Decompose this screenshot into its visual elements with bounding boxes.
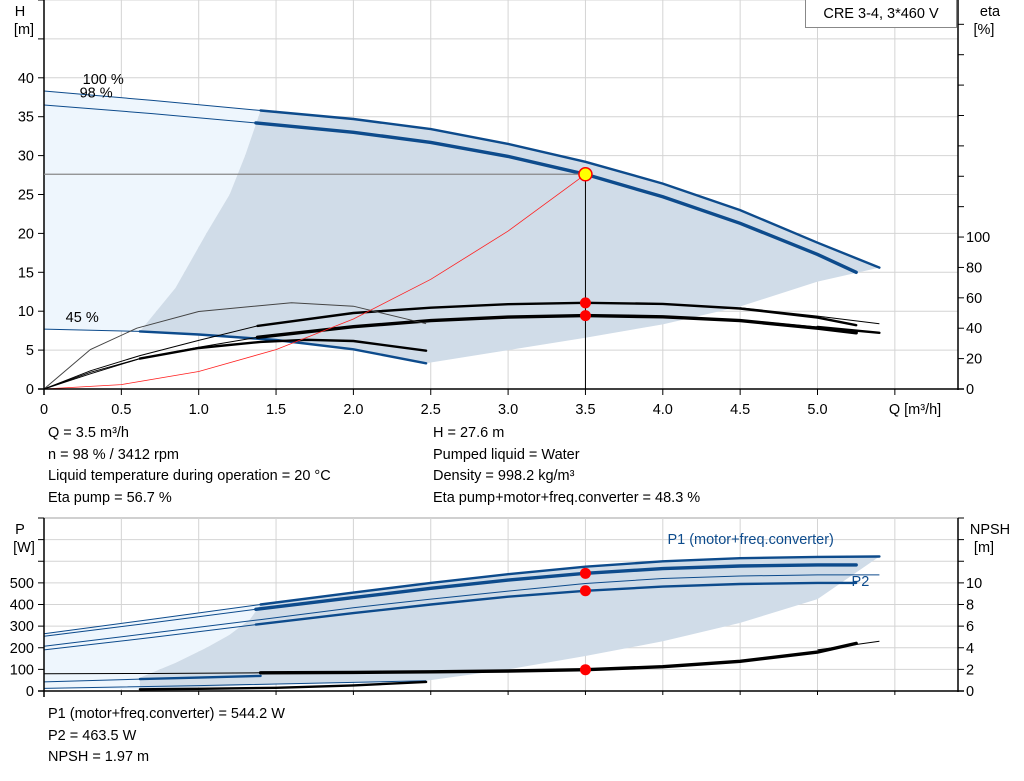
y-tick-label: 20 [18,226,34,242]
result-p1: P1 (motor+freq.converter) = 544.2 W [48,706,285,722]
x-tick-label: 4.0 [653,402,673,418]
series-line-operating-0 [259,109,881,269]
x-tick-label: 5.0 [807,402,827,418]
result-speed: n = 98 % / 3412 rpm [48,447,179,463]
series-line-operating-0 [259,555,881,606]
x-tick-label: 2.5 [421,402,441,418]
result-flow: Q = 3.5 m³/h [48,425,129,441]
eta-total-duty-dot [579,310,591,322]
y2-tick-label: 40 [966,321,982,337]
series-line-operating-6 [816,325,881,334]
x-axis-label: Q [m³/h] [889,402,941,418]
y-tick-label: 300 [10,619,34,635]
y2-axis-label-unit: [m] [974,540,994,556]
y-tick-label: 10 [18,304,34,320]
p1-curve-label: P1 (motor+freq.converter) [667,532,833,548]
y2-axis-label-name: eta [980,4,1001,20]
x-tick-label: 0 [40,402,48,418]
x-tick-label: 0.5 [111,402,131,418]
series-line-7 [43,302,427,390]
full-range-area [44,604,261,690]
p2-duty-dot [579,585,591,597]
y2-tick-label: 0 [966,684,974,700]
result-liquid: Pumped liquid = Water [433,447,580,463]
p2-curve-label: P2 [852,574,870,590]
x-tick-label: 1.0 [189,402,209,418]
y2-tick-label: 8 [966,598,974,614]
y2-tick-label: 4 [966,641,974,657]
eta-pump-duty-dot [579,297,591,309]
npsh-duty-dot [579,664,591,676]
y-tick-label: 35 [18,110,34,126]
result-npsh: NPSH = 1.97 m [48,749,150,765]
x-tick-label: 3.0 [498,402,518,418]
x-tick-label: 4.5 [730,402,750,418]
x-tick-label: 1.5 [266,402,286,418]
y2-axis-label-name: NPSH [970,522,1010,538]
result-eta-total: Eta pump+motor+freq.converter = 48.3 % [433,490,701,506]
speed-label: 98 % [80,85,113,101]
y-tick-label: 200 [10,641,34,657]
series-line-operating-6 [138,680,428,691]
x-tick-label: 3.5 [575,402,595,418]
y2-tick-label: 10 [966,576,982,592]
p1-duty-dot [579,567,591,579]
series-line-operating-2 [138,330,428,365]
y2-tick-label: 20 [966,352,982,368]
series-line-8 [817,640,880,651]
y2-tick-label: 80 [966,260,982,276]
y-axis-label-name: P [15,522,25,538]
y-tick-label: 0 [26,684,34,700]
y2-tick-label: 100 [966,230,990,246]
result-p2: P2 = 463.5 W [48,728,137,744]
x-tick-label: 2.0 [343,402,363,418]
y2-tick-label: 60 [966,291,982,307]
series-line-operating-4 [138,674,262,681]
series-line-5 [43,680,427,689]
result-eta-pump: Eta pump = 56.7 % [48,490,172,506]
speed-label: 45 % [66,310,99,326]
y-tick-label: 500 [10,576,34,592]
series-line-operating-8 [138,338,428,360]
y-tick-label: 400 [10,598,34,614]
y-axis-label-unit: [m] [14,22,34,38]
result-temperature: Liquid temperature during operation = 20… [48,468,331,484]
y-tick-label: 40 [18,71,34,87]
y-tick-label: 5 [26,343,34,359]
y2-tick-label: 0 [966,382,974,398]
y-tick-label: 0 [26,382,34,398]
operating-range-area [139,110,880,364]
chart-panel-0: 0 5 10 15 20 25 30 35 40 0 20 40 60 80 100 H [m] eta [%] 0 0… [14,0,1001,418]
series-line-2 [43,574,880,647]
result-density: Density = 998.2 kg/m³ [433,468,575,484]
y-axis-label-unit: [W] [13,540,35,556]
series-line-9 [43,173,586,390]
y-tick-label: 15 [18,265,34,281]
duty-point-marker [578,167,593,182]
result-head: H = 27.6 m [433,425,505,441]
operating-range-area [139,556,880,690]
y2-tick-label: 2 [966,662,974,678]
chart-panel-1: 0 100 200 300 400 500 0 2 4 6 8 10 P [W] NPSH [m] P1 (mo… [10,517,1010,700]
y-tick-label: 25 [18,188,34,204]
y-axis-label-name: H [15,4,25,20]
y2-tick-label: 6 [966,619,974,635]
pump-model-legend: CRE 3-4, 3*460 V [805,0,957,28]
speed-label: 100 % [83,72,124,88]
full-range-area [44,91,261,332]
y2-axis-label-unit: [%] [974,22,995,38]
y-tick-label: 100 [10,662,34,678]
series-line-4 [740,307,880,325]
y-tick-label: 30 [18,149,34,165]
